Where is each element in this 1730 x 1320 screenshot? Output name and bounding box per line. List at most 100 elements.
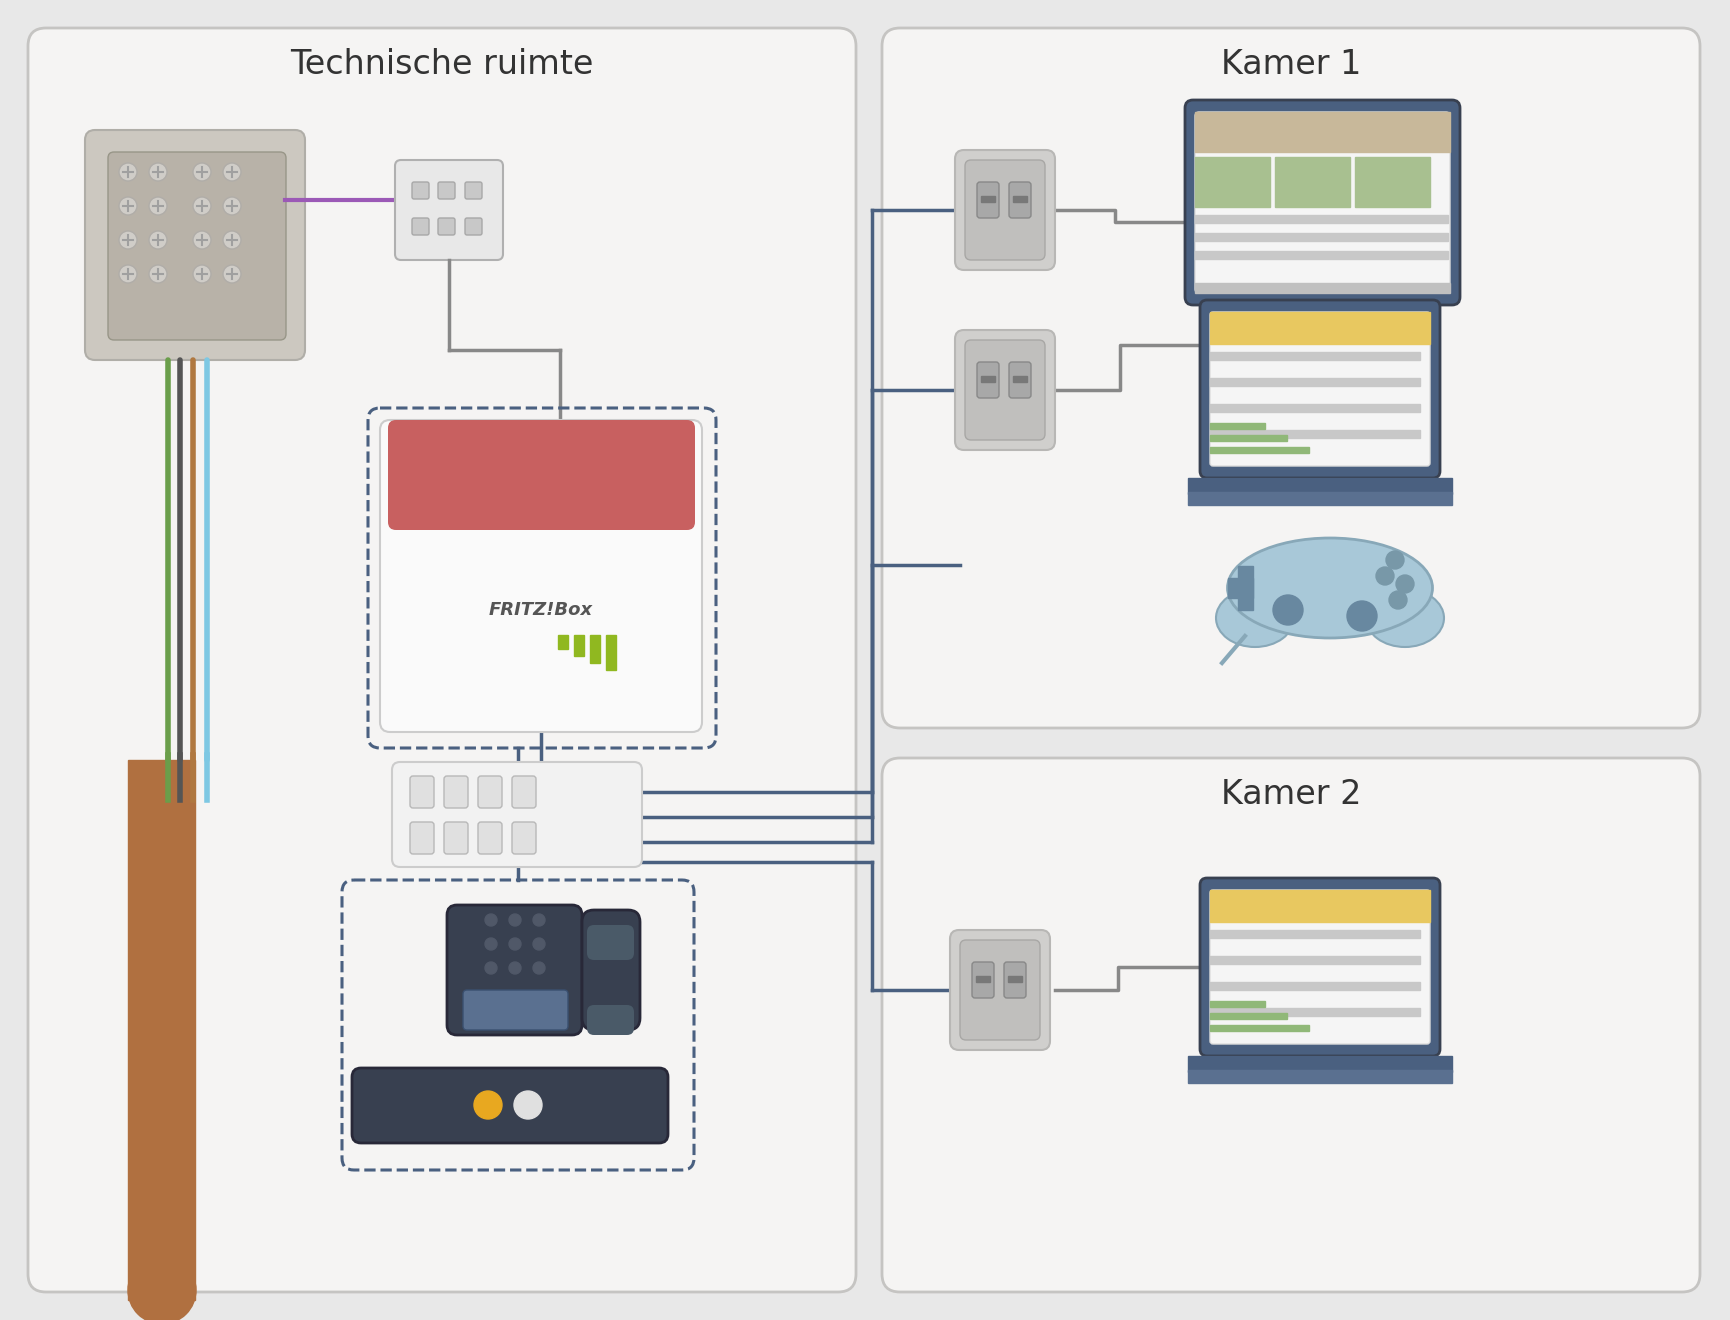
FancyBboxPatch shape: [381, 420, 702, 733]
Circle shape: [1396, 576, 1413, 593]
Circle shape: [194, 265, 211, 282]
Circle shape: [149, 265, 168, 282]
Bar: [1209, 378, 1420, 385]
Bar: [128, 760, 195, 1300]
FancyBboxPatch shape: [1003, 962, 1026, 998]
Bar: [1285, 305, 1360, 341]
Circle shape: [223, 197, 240, 215]
Circle shape: [1273, 595, 1303, 624]
FancyBboxPatch shape: [882, 758, 1701, 1292]
Bar: [1195, 282, 1450, 293]
Circle shape: [119, 197, 137, 215]
Bar: [1209, 404, 1420, 412]
Circle shape: [533, 962, 545, 974]
FancyBboxPatch shape: [581, 909, 640, 1030]
Circle shape: [223, 162, 240, 181]
FancyBboxPatch shape: [394, 160, 503, 260]
Circle shape: [533, 939, 545, 950]
Circle shape: [149, 197, 168, 215]
Circle shape: [119, 231, 137, 249]
Bar: [1209, 1008, 1420, 1016]
FancyBboxPatch shape: [388, 420, 695, 531]
Bar: [1228, 578, 1253, 598]
Circle shape: [1375, 568, 1394, 585]
FancyBboxPatch shape: [412, 218, 429, 235]
Bar: [1189, 1056, 1451, 1072]
Bar: [1209, 956, 1420, 964]
Circle shape: [509, 962, 521, 974]
Bar: [574, 635, 585, 656]
Bar: [1209, 312, 1431, 345]
FancyBboxPatch shape: [464, 990, 567, 1030]
FancyBboxPatch shape: [1201, 300, 1439, 478]
Bar: [1209, 890, 1431, 921]
Bar: [1355, 157, 1431, 207]
FancyBboxPatch shape: [955, 330, 1055, 450]
Circle shape: [223, 265, 240, 282]
Circle shape: [1386, 550, 1405, 569]
FancyBboxPatch shape: [1009, 362, 1031, 399]
Circle shape: [149, 231, 168, 249]
FancyBboxPatch shape: [1209, 890, 1431, 1044]
Bar: [1275, 157, 1349, 207]
FancyBboxPatch shape: [438, 218, 455, 235]
Bar: [1195, 112, 1450, 152]
Circle shape: [128, 1257, 195, 1320]
Bar: [976, 975, 990, 982]
Bar: [1195, 157, 1270, 207]
FancyBboxPatch shape: [586, 1005, 633, 1035]
FancyBboxPatch shape: [438, 182, 455, 199]
Circle shape: [514, 1092, 541, 1119]
Circle shape: [223, 231, 240, 249]
Bar: [1209, 1012, 1287, 1019]
FancyBboxPatch shape: [393, 762, 642, 867]
FancyBboxPatch shape: [950, 931, 1050, 1049]
FancyBboxPatch shape: [477, 822, 502, 854]
Circle shape: [474, 1092, 502, 1119]
FancyBboxPatch shape: [412, 182, 429, 199]
Text: FRITZ!Box: FRITZ!Box: [490, 601, 593, 619]
Bar: [590, 635, 600, 663]
FancyBboxPatch shape: [1209, 312, 1431, 466]
Bar: [1195, 251, 1448, 259]
Circle shape: [484, 913, 497, 927]
FancyBboxPatch shape: [1201, 878, 1439, 1056]
Bar: [981, 376, 995, 381]
FancyBboxPatch shape: [1185, 100, 1460, 305]
FancyBboxPatch shape: [446, 906, 581, 1035]
FancyBboxPatch shape: [882, 28, 1701, 729]
Bar: [606, 635, 616, 671]
Circle shape: [194, 231, 211, 249]
FancyBboxPatch shape: [977, 182, 998, 218]
Bar: [1209, 982, 1420, 990]
Circle shape: [1389, 591, 1406, 609]
FancyBboxPatch shape: [965, 341, 1045, 440]
Ellipse shape: [1216, 589, 1294, 647]
Text: Technische ruimte: Technische ruimte: [291, 49, 593, 82]
Circle shape: [194, 162, 211, 181]
Circle shape: [484, 939, 497, 950]
Text: Kamer 1: Kamer 1: [1221, 49, 1362, 82]
FancyBboxPatch shape: [960, 940, 1040, 1040]
FancyBboxPatch shape: [465, 182, 483, 199]
FancyBboxPatch shape: [410, 776, 434, 808]
Bar: [1014, 195, 1028, 202]
FancyBboxPatch shape: [465, 218, 483, 235]
Bar: [1189, 1071, 1451, 1082]
Circle shape: [194, 197, 211, 215]
Bar: [1209, 931, 1420, 939]
FancyBboxPatch shape: [445, 822, 469, 854]
Bar: [1209, 447, 1310, 453]
Bar: [1195, 215, 1448, 223]
FancyBboxPatch shape: [477, 776, 502, 808]
Ellipse shape: [1367, 589, 1445, 647]
Circle shape: [533, 913, 545, 927]
Bar: [1209, 1026, 1310, 1031]
FancyBboxPatch shape: [977, 362, 998, 399]
Text: Kamer 2: Kamer 2: [1221, 779, 1362, 812]
Bar: [1209, 422, 1265, 429]
FancyBboxPatch shape: [965, 160, 1045, 260]
FancyBboxPatch shape: [445, 776, 469, 808]
Bar: [1209, 436, 1287, 441]
FancyBboxPatch shape: [972, 962, 995, 998]
